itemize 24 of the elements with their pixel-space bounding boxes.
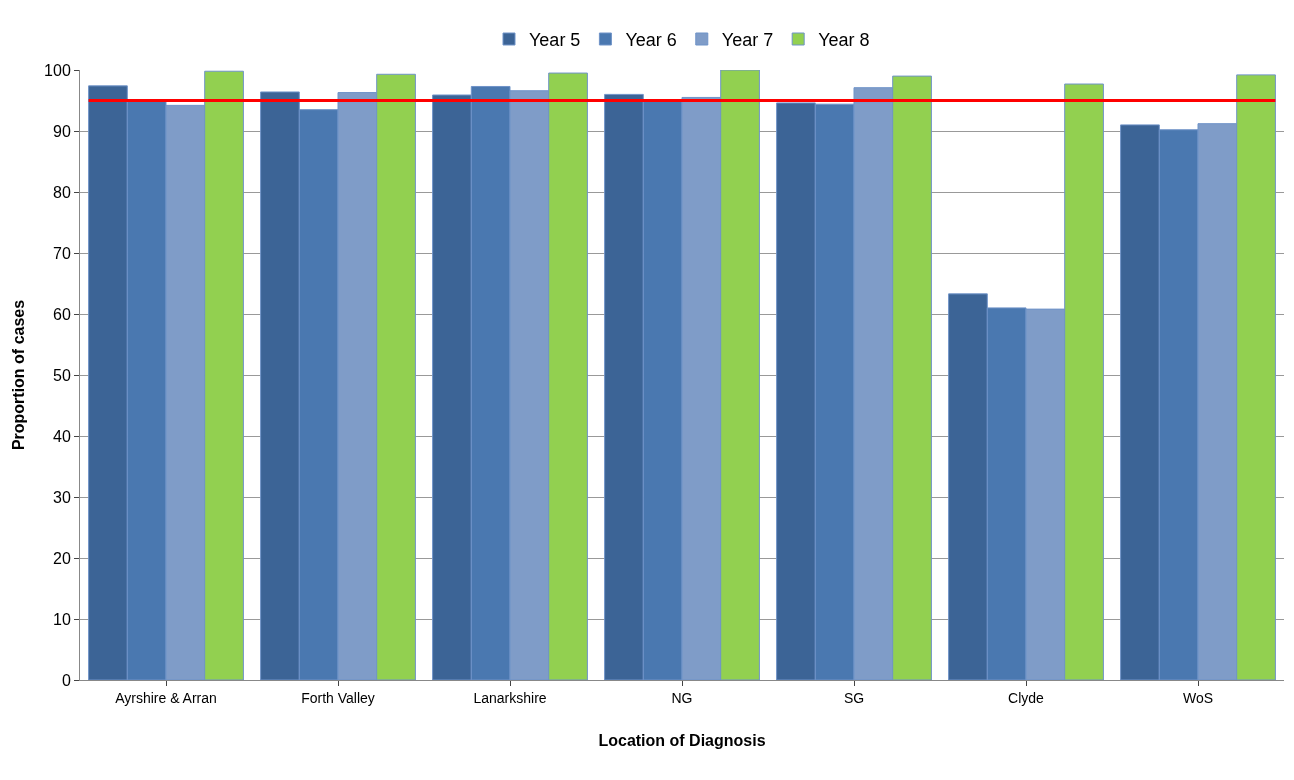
legend-label: Year 5 [529,30,581,51]
y-tick-label: 10 [53,610,71,628]
x-tick-label: Forth Valley [301,689,375,706]
y-tick-label: 50 [53,366,71,384]
y-tick-label: 80 [53,183,71,201]
y-tick-label: 40 [53,427,71,445]
legend-label: Year 8 [818,30,870,51]
y-tick-label: 60 [53,305,71,323]
y-tick-label: 90 [53,122,71,140]
y-tick-label: 100 [44,61,71,79]
legend-label: Year 7 [721,30,774,51]
y-axis-title: Proportion of cases [10,299,27,451]
x-tick-label: SG [843,689,865,706]
y-tick-label: 0 [61,671,71,689]
legend-label: Year 6 [625,30,677,51]
x-tick-label: Clyde [1008,689,1045,706]
x-tick-label: Ayrshire & Arran [115,689,217,706]
y-tick-label: 20 [53,549,71,567]
y-tick-label: 30 [53,488,71,506]
x-tick-label: NG [671,689,693,706]
x-axis-title: Location of Diagnosis [598,732,766,750]
y-tick-label: 70 [53,244,71,262]
x-tick-label: WoS [1182,689,1214,706]
x-tick-label: Lanarkshire [473,689,547,706]
